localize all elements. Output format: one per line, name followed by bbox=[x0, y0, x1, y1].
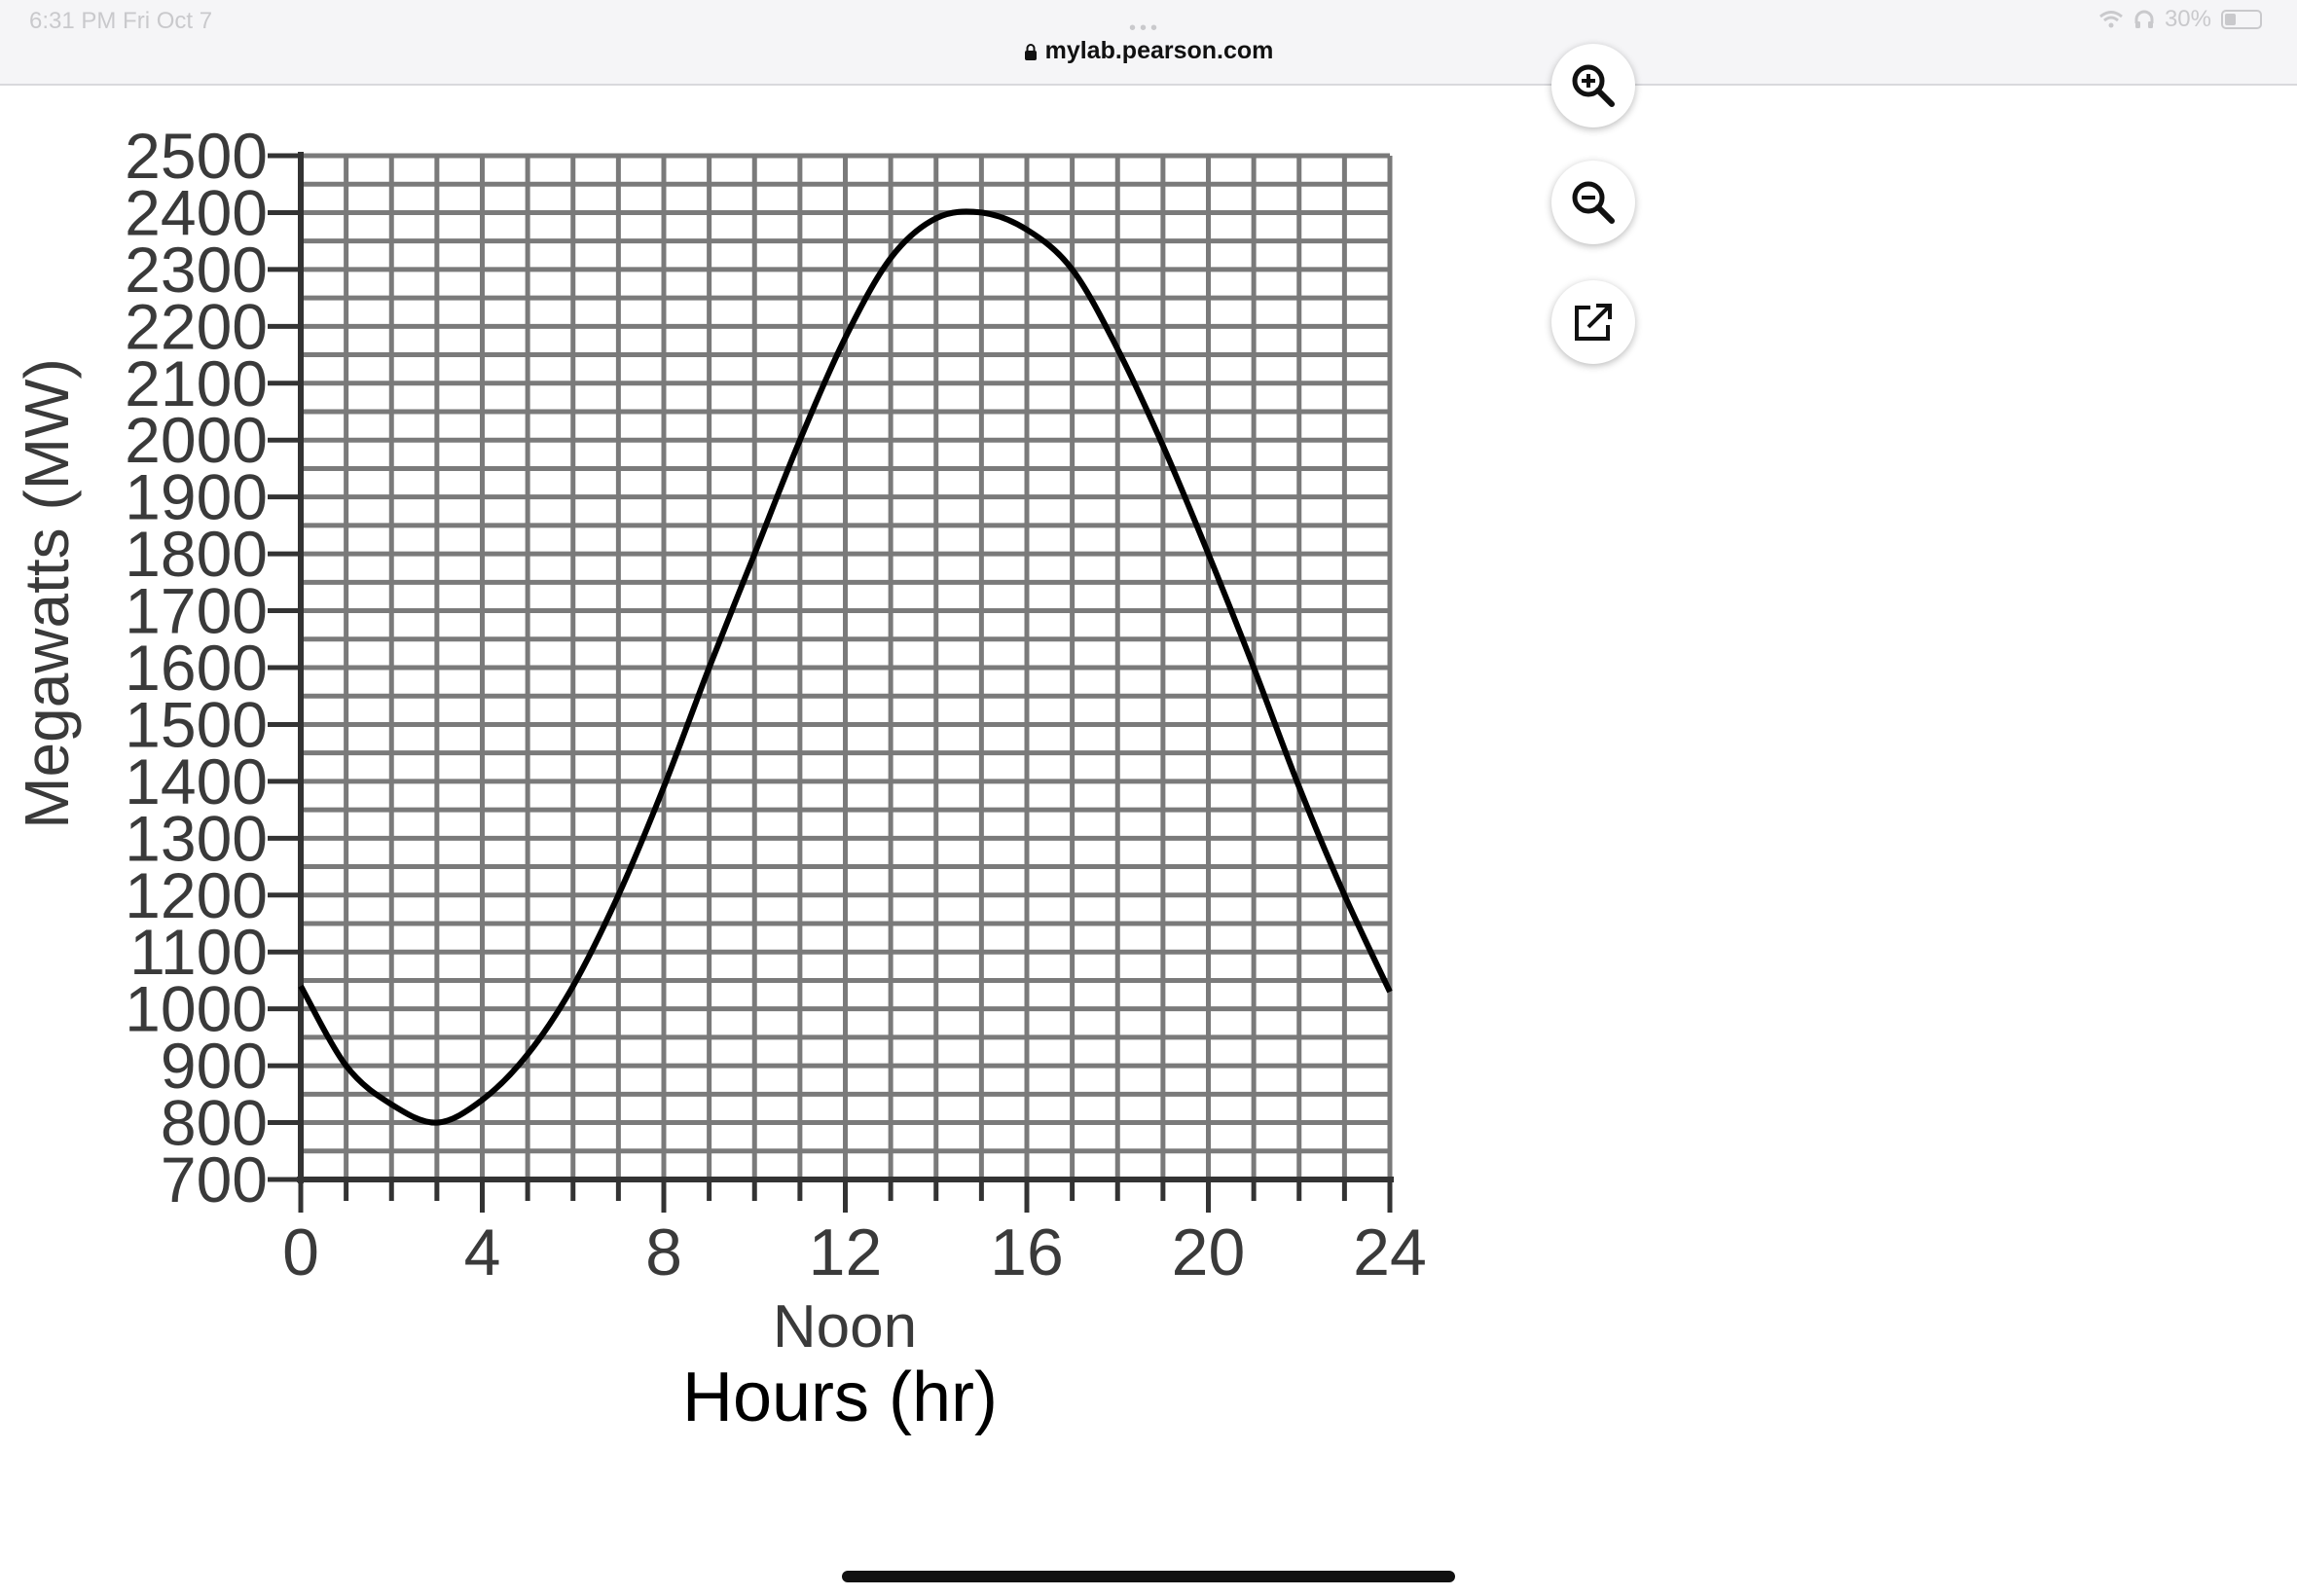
battery-percent: 30% bbox=[2164, 6, 2211, 32]
y-tick-label: 2000 bbox=[125, 404, 268, 476]
wifi-icon bbox=[2099, 11, 2123, 28]
home-indicator[interactable] bbox=[842, 1571, 1455, 1582]
x-tick-label: 12 bbox=[809, 1215, 883, 1289]
chart-series bbox=[298, 208, 1393, 1126]
power-usage-chart: 7008009001000110012001300140015001600170… bbox=[12, 120, 1427, 1436]
y-tick-label: 1800 bbox=[125, 518, 268, 590]
y-axis-label: Megawatts (MW) bbox=[12, 358, 82, 829]
chart-grid bbox=[298, 153, 1393, 1182]
open-external-button[interactable] bbox=[1551, 280, 1635, 364]
zoom-out-button[interactable] bbox=[1551, 161, 1635, 244]
x-tick-labels: 0 4 8 12 16 20 24 bbox=[282, 1179, 1427, 1289]
x-axis-label: Hours (hr) bbox=[682, 1359, 998, 1436]
y-tick-label: 1700 bbox=[125, 575, 268, 647]
y-tick-label: 700 bbox=[161, 1143, 268, 1215]
y-tick-label: 2300 bbox=[125, 234, 268, 306]
x-axis-annotation: Noon bbox=[773, 1293, 917, 1360]
browser-top-bar: 6:31 PM Fri Oct 7 ••• 30% mylab.pearson.… bbox=[0, 0, 2297, 86]
y-tick-label: 2500 bbox=[125, 120, 268, 192]
battery-icon bbox=[2221, 10, 2262, 29]
zoom-in-button[interactable] bbox=[1551, 44, 1635, 127]
x-tick-label: 16 bbox=[990, 1215, 1064, 1289]
status-time: 6:31 PM Fri Oct 7 bbox=[29, 8, 213, 34]
y-tick-label: 1200 bbox=[125, 859, 268, 931]
y-tick-label: 2200 bbox=[125, 290, 268, 362]
x-tick-label: 4 bbox=[464, 1215, 501, 1289]
y-tick-label: 900 bbox=[161, 1030, 268, 1102]
x-tick-label: 8 bbox=[645, 1215, 682, 1289]
y-tick-label: 1000 bbox=[125, 973, 268, 1045]
zoom-in-icon bbox=[1572, 64, 1615, 107]
y-tick-label: 1500 bbox=[125, 688, 268, 760]
y-tick-label: 2400 bbox=[125, 176, 268, 248]
y-tick-label: 1900 bbox=[125, 461, 268, 533]
y-tick-labels: 7008009001000110012001300140015001600170… bbox=[125, 120, 301, 1215]
url-text: mylab.pearson.com bbox=[1044, 37, 1274, 64]
headphones-icon bbox=[2134, 10, 2154, 28]
x-tick-label: 0 bbox=[282, 1215, 319, 1289]
y-tick-label: 1600 bbox=[125, 632, 268, 704]
open-external-icon bbox=[1575, 304, 1612, 341]
x-tick-label: 20 bbox=[1172, 1215, 1246, 1289]
y-tick-label: 1100 bbox=[129, 916, 268, 988]
series-line bbox=[298, 208, 1393, 1126]
y-tick-label: 1300 bbox=[125, 802, 268, 874]
x-tick-label: 24 bbox=[1353, 1215, 1427, 1289]
lock-icon bbox=[1024, 44, 1037, 60]
y-tick-label: 2100 bbox=[125, 347, 268, 419]
multitask-dots-icon[interactable]: ••• bbox=[1129, 18, 1162, 39]
address-bar[interactable]: mylab.pearson.com bbox=[0, 37, 2297, 65]
y-tick-label: 1400 bbox=[125, 745, 268, 817]
zoom-out-icon bbox=[1572, 181, 1615, 224]
status-indicators: 30% bbox=[2098, 6, 2262, 33]
y-tick-label: 800 bbox=[161, 1087, 268, 1159]
